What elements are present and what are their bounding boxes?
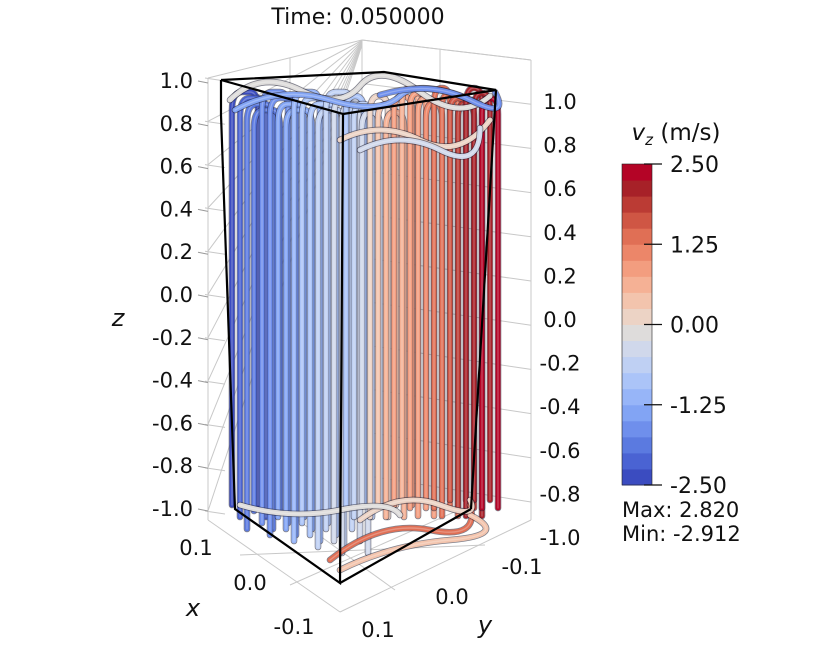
z-tick-label: 0.4 (160, 197, 193, 221)
colorbar-title: vz (m/s) (632, 120, 721, 149)
colorbar-swatch (622, 420, 652, 438)
z-right-tick-label: -1.0 (540, 526, 581, 550)
colorbar-swatch (622, 196, 652, 213)
colorbar-swatch (622, 452, 652, 470)
colorbar-max: Max: 2.820 (622, 498, 739, 522)
streamline (227, 72, 493, 111)
colorbar-var: v (632, 120, 646, 146)
streamline-highlight (329, 504, 473, 561)
colorbar-swatch (622, 228, 652, 245)
colorbar-swatch (622, 180, 652, 197)
colorbar-swatch (622, 164, 652, 181)
colorbar-swatch (622, 292, 652, 309)
y-axis-ticks: -0.1 0.0 0.1 (361, 555, 542, 642)
z-right-tick-label: 0.8 (543, 134, 576, 158)
z-tick-mark (197, 380, 209, 384)
z-tick-mark (197, 422, 209, 426)
streamlines (226, 72, 503, 574)
colorbar-tick-label: 1.25 (670, 233, 719, 258)
colorbar-swatch (622, 356, 652, 374)
streamline-highlight (339, 514, 487, 571)
z-tick-label: -0.2 (152, 326, 193, 350)
z-tick-label: 0.6 (160, 155, 193, 179)
colorbar-swatches (621, 163, 653, 486)
colorbar-swatch (622, 436, 652, 454)
colorbar-unit: (m/s) (653, 120, 720, 146)
z-tick-mark (197, 251, 209, 255)
colorbar-swatch (622, 276, 652, 293)
x-tick-label: 0.0 (233, 571, 266, 595)
z-tick-mark (197, 337, 209, 341)
colorbar: vz (m/s) 2.50 1.25 0.00 -1.25 -2.50 Max: 2.8… (621, 120, 741, 546)
x-tick-label: -0.1 (274, 615, 315, 639)
streamline-highlight (379, 87, 500, 109)
z-right-tick-label: -0.8 (540, 482, 581, 506)
colorbar-swatch (622, 212, 652, 229)
x-tick-label: 0.1 (179, 536, 212, 560)
z-tick-label: 0.0 (160, 283, 193, 307)
z-tick-label: -1.0 (152, 497, 193, 521)
colorbar-tick-label: -1.25 (670, 394, 727, 419)
z-tick-label: -0.8 (152, 454, 193, 478)
colorbar-sub: z (644, 131, 654, 149)
x-axis-label: x (185, 594, 201, 622)
z-tick-mark (197, 166, 209, 170)
z-right-tick-label: 0.2 (543, 264, 576, 288)
streamline (357, 125, 483, 159)
z-right-tick-label: 0.0 (543, 308, 576, 332)
colorbar-ticks: 2.50 1.25 0.00 -1.25 -2.50 (644, 153, 727, 499)
streamline-highlight (229, 74, 491, 109)
time-title: Time: 0.050000 (270, 5, 444, 30)
streamline-highlight (359, 127, 481, 158)
y-tick-label: -0.1 (502, 555, 543, 579)
z-tick-label: -0.4 (152, 369, 193, 393)
z-right-tick-label: 0.4 (543, 221, 576, 245)
colorbar-min: Min: -2.912 (622, 522, 741, 546)
colorbar-swatch (622, 388, 652, 406)
z-tick-mark (197, 208, 209, 212)
colorbar-swatch (622, 324, 652, 342)
streamline (337, 512, 489, 573)
y-tick-label: 0.0 (435, 585, 468, 609)
x-axis-ticks: 0.1 0.0 -0.1 (179, 536, 314, 639)
colorbar-swatch (622, 468, 652, 486)
y-axis-label: y (477, 611, 493, 639)
streamline (377, 86, 502, 111)
colorbar-swatch (622, 244, 652, 261)
z-tick-mark (197, 508, 209, 512)
colorbar-swatch (622, 340, 652, 358)
z-tick-label: -0.6 (152, 411, 193, 435)
colorbar-tick-label: 2.50 (670, 153, 719, 178)
z-right-tick-label: 0.6 (543, 177, 576, 201)
z-right-tick-label: -0.4 (540, 395, 581, 419)
z-tick-label: 0.2 (160, 240, 193, 264)
z-tick-label: 1.0 (160, 69, 193, 93)
bounding-box (219, 70, 498, 586)
z-right-tick-label: -0.6 (540, 439, 581, 463)
colorbar-swatch (622, 404, 652, 422)
z-axis-label: z (111, 304, 126, 332)
z-right-tick-label: 1.0 (543, 90, 576, 114)
z-axis-left-ticks: 1.0 0.8 0.6 0.4 0.2 0.0 -0.2 -0.4 -0.6 -0.8 -1.0 (152, 69, 209, 521)
z-tick-label: 0.8 (160, 112, 193, 136)
y-tick-label: 0.1 (361, 618, 394, 642)
colorbar-tick-label: 0.00 (670, 314, 719, 339)
colorbar-swatch (622, 308, 652, 325)
colorbar-swatch (622, 260, 652, 277)
streamline (327, 502, 474, 563)
colorbar-tick-label: -2.50 (670, 474, 727, 499)
z-axis-right-ticks: 1.0 0.8 0.6 0.4 0.2 0.0 -0.2 -0.4 -0.6 -0.8 -1.0 (540, 90, 581, 550)
z-tick-mark (197, 80, 209, 84)
z-tick-mark (197, 123, 209, 127)
z-right-tick-label: -0.2 (540, 352, 581, 376)
z-tick-mark (197, 294, 209, 298)
colorbar-swatch (622, 372, 652, 390)
z-tick-mark (197, 465, 209, 469)
